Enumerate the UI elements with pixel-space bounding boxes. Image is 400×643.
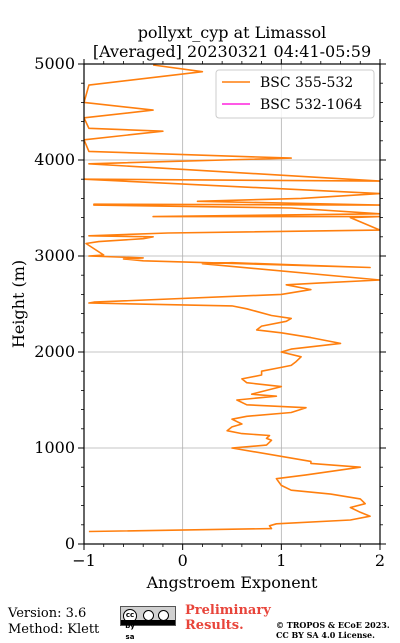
chart-canvas: pollyxt_cyp at Limassol [Averaged] 20230… — [9, 23, 386, 592]
legend-box — [215, 69, 375, 119]
x-tick-label: 2 — [375, 551, 385, 570]
legend-label-2: BSC 532-1064 — [260, 97, 362, 113]
cc-badge-bar — [121, 620, 175, 625]
method-text: Method: Klett — [8, 622, 100, 637]
y-tick-label: 1000 — [34, 438, 75, 457]
preliminary-notice: Preliminary Results. — [185, 603, 271, 633]
series-line-1 — [84, 64, 380, 533]
legend: BSC 355-532 BSC 532-1064 — [215, 69, 375, 119]
y-tick-label: 0 — [65, 534, 75, 553]
preliminary-line2: Results. — [185, 618, 244, 633]
x-tick-label: 1 — [276, 551, 286, 570]
y-tick-label: 3000 — [34, 246, 75, 265]
x-tick-label: 0 — [178, 551, 188, 570]
y-axis-label: Height (m) — [9, 260, 28, 348]
cc-logo-icon: cc by sa — [123, 609, 137, 641]
y-tick-label: 5000 — [34, 54, 75, 73]
x-axis-label: Angstroem Exponent — [146, 573, 318, 592]
y-tick-label: 4000 — [34, 150, 75, 169]
preliminary-line1: Preliminary — [185, 603, 271, 618]
copyright-line2: CC BY SA 4.0 License. — [276, 630, 375, 640]
cc-license-badge: cc by sa — [120, 606, 176, 641]
chart-title-line2: [Averaged] 20230321 04:41-05:59 — [93, 42, 371, 61]
legend-label-1: BSC 355-532 — [260, 75, 353, 91]
copyright-line1: © TROPOS & ECoE 2023. — [276, 620, 390, 630]
y-tick-label: 2000 — [34, 342, 75, 361]
version-text: Version: 3.6 — [8, 606, 87, 621]
chart-title-line1: pollyxt_cyp at Limassol — [138, 23, 327, 42]
x-tick-label: −1 — [72, 551, 96, 570]
copyright-notice: © TROPOS & ECoE 2023. CC BY SA 4.0 Licen… — [276, 620, 390, 640]
plot-series — [84, 64, 380, 533]
plot-frame — [83, 63, 381, 545]
